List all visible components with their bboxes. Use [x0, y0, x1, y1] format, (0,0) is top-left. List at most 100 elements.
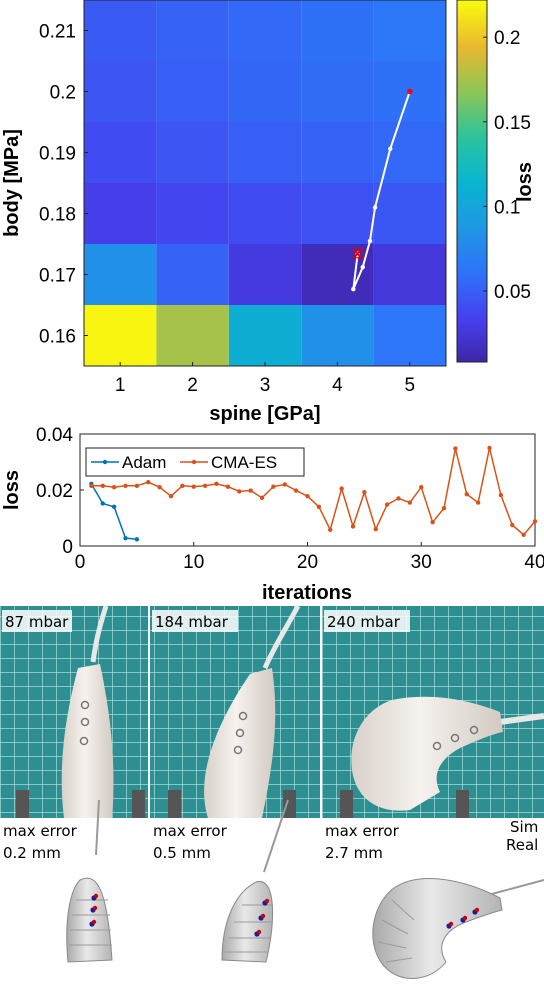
line-chart-x-tick-label: 20	[297, 552, 318, 573]
photo-panel-3: 240 mbar	[322, 606, 544, 818]
legend-adam-marker	[102, 459, 108, 465]
colorbar-tick-label: 0.05	[494, 282, 531, 303]
series-point-cma-es	[510, 522, 515, 528]
legend-cmaes-label: CMA-ES	[211, 453, 277, 472]
loss-heatmap-chart: 1 2 3 4 5 0.21 0.2 0.19 0.18 0.17 0.16 spine [GPa…	[1, 0, 536, 425]
sim-2-ridges	[224, 904, 272, 953]
series-point-cma-es	[168, 493, 174, 499]
heatmap-y-tick-label: 0.2	[50, 83, 76, 104]
heatmap-cell	[373, 0, 446, 61]
photo-1-tube	[90, 606, 109, 663]
heatmap-x-axis-label: spine [GPa]	[209, 403, 320, 425]
line-chart-x-tick-label: 40	[524, 552, 544, 573]
sim-3-tube	[487, 879, 544, 896]
photo-2-marker-c	[233, 745, 243, 755]
series-point-cma-es	[419, 485, 424, 490]
sim-render-3	[372, 878, 544, 979]
series-point-adam	[123, 535, 128, 541]
heatmap-y-tick-label: 0.17	[39, 266, 76, 287]
simulation-renders	[66, 799, 544, 979]
line-chart-series	[89, 445, 538, 542]
trajectory-point	[351, 286, 356, 292]
photo-3-pressure-label: 240 mbar	[327, 613, 401, 631]
photo-3-rod-right	[456, 790, 469, 818]
trajectory-end-square	[353, 249, 363, 259]
error-label-2: max error	[153, 822, 228, 840]
series-point-cma-es	[100, 483, 105, 488]
photo-1-label-bg	[2, 610, 72, 632]
series-point-cma-es	[350, 524, 356, 529]
colorbar-tick-label: 0.2	[494, 28, 520, 49]
series-point-cma-es	[498, 492, 504, 498]
loss-iterations-chart: 0 10 20 30 40 0 0.02 0.04 iterations loss Adam…	[1, 425, 544, 604]
sim-render-1	[66, 799, 113, 963]
line-chart-x-tick-label: 30	[411, 552, 432, 573]
photo-2-marker-a	[238, 711, 248, 721]
series-point-cma-es	[214, 481, 219, 487]
series-point-cma-es	[191, 484, 196, 489]
sim-real-markers	[89, 893, 480, 937]
series-point-cma-es	[293, 488, 299, 493]
series-point-cma-es	[339, 486, 344, 491]
heatmap-cell	[301, 0, 374, 61]
series-point-cma-es	[248, 488, 253, 493]
line-chart-legend: Adam CMA-ES	[85, 447, 305, 477]
heatmap-cell	[156, 183, 229, 244]
heatmap-y-tick-label: 0.21	[39, 22, 76, 43]
sim-marker	[448, 921, 454, 927]
heatmap-cell	[156, 305, 229, 366]
series-point-cma-es	[487, 445, 492, 451]
series-point-cma-es	[282, 482, 287, 487]
photo-3-actuator	[351, 696, 503, 811]
photo-3-tube	[499, 713, 544, 725]
heatmap-cell	[156, 122, 229, 183]
trajectory-start-point	[407, 88, 413, 95]
sim-marker	[91, 919, 97, 925]
heatmap-cell	[301, 244, 374, 305]
series-point-cma-es	[430, 520, 435, 525]
photo-3-marker-c	[469, 725, 479, 735]
trajectory-end-cross	[352, 248, 364, 260]
photo-3-marker-a	[432, 741, 442, 751]
photo-panel-2: 184 mbar	[150, 606, 320, 818]
error-value-3: 2.7 mm	[325, 844, 383, 862]
series-point-adam	[111, 504, 117, 509]
colorbar-ticks: 0.05 0.1 0.15 0.2	[483, 28, 531, 303]
sim-1-tube	[95, 799, 100, 856]
series-point-cma-es	[180, 483, 185, 488]
heatmap-y-tick-label: 0.18	[39, 205, 76, 226]
heatmap-cell	[84, 183, 157, 244]
series-point-adam	[100, 501, 105, 506]
heatmap-cell	[228, 61, 302, 122]
photo-3-rod-left	[340, 790, 353, 818]
heatmap-cell	[301, 61, 374, 122]
heatmap-cell	[156, 244, 229, 305]
series-point-cma-es	[89, 483, 94, 488]
photo-2-tube	[262, 606, 301, 669]
heatmap-y-tick-label: 0.16	[39, 327, 76, 348]
error-annotations: max error 0.2 mm max error 0.5 mm max er…	[3, 818, 538, 862]
sim-marker	[93, 893, 99, 899]
sim-marker	[260, 913, 266, 919]
series-point-cma-es	[271, 484, 276, 489]
sim-marker	[264, 898, 270, 904]
error-value-1: 0.2 mm	[3, 844, 61, 862]
series-point-cma-es	[134, 483, 140, 488]
series-point-cma-es	[453, 446, 458, 451]
photo-1-marker-c	[79, 736, 89, 746]
error-label-1: max error	[3, 822, 78, 840]
photo-2-rod-left	[168, 790, 181, 818]
sim-render-2	[221, 799, 289, 963]
series-point-cma-es	[532, 519, 538, 524]
heatmap-x-tick-label: 1	[115, 375, 126, 396]
sim-marker	[92, 905, 98, 911]
series-point-cma-es	[521, 532, 526, 537]
series-point-cma-es	[225, 484, 231, 489]
heatmap-cell	[84, 305, 157, 366]
series-point-cma-es	[373, 527, 378, 532]
sim-3-body	[372, 878, 503, 979]
photo-panel-1: 87 mbar	[0, 606, 148, 818]
heatmap-x-tick-label: 4	[332, 375, 343, 396]
heatmap-x-tick-label: 2	[187, 375, 198, 396]
photo-1-rod-left	[16, 790, 29, 818]
